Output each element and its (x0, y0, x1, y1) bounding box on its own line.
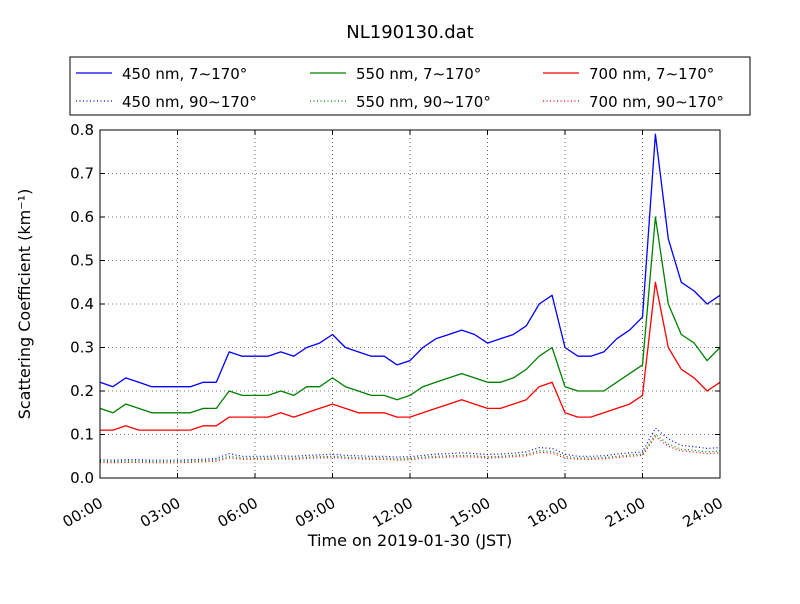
chart-title: NL190130.dat (346, 22, 473, 43)
y-tick-label: 0.2 (70, 382, 94, 400)
legend-label: 550 nm, 7∼170° (356, 65, 481, 83)
series-line-4 (100, 281, 721, 431)
y-tick-label: 0.0 (70, 469, 94, 487)
grid-layer (100, 130, 720, 478)
y-tick-label: 0.1 (70, 426, 94, 444)
legend-label: 550 nm, 90∼170° (356, 93, 491, 111)
legend-label: 700 nm, 90∼170° (589, 93, 724, 111)
legend: 450 nm, 7∼170° 450 nm, 90∼170° 550 nm, 7∼1… (69, 56, 751, 116)
y-tick-label: 0.6 (70, 208, 94, 226)
legend-label: 450 nm, 7∼170° (122, 65, 247, 83)
legend-label: 450 nm, 90∼170° (122, 93, 257, 111)
legend-label: 700 nm, 7∼170° (589, 65, 714, 83)
y-axis-label: Scattering Coefficient (km⁻¹) (15, 189, 34, 420)
y-tick-label: 0.4 (70, 295, 94, 313)
series-line-2 (99, 216, 721, 414)
x-axis-label: Time on 2019-01-30 (JST) (307, 531, 512, 550)
y-tick-label: 0.7 (70, 165, 94, 183)
y-tick-label: 0.5 (70, 252, 94, 270)
series-layer (99, 133, 721, 464)
y-tick-label: 0.3 (70, 339, 94, 357)
series-line-0 (99, 133, 721, 388)
y-tick-label: 0.8 (70, 121, 94, 139)
legend-frame (69, 56, 751, 116)
